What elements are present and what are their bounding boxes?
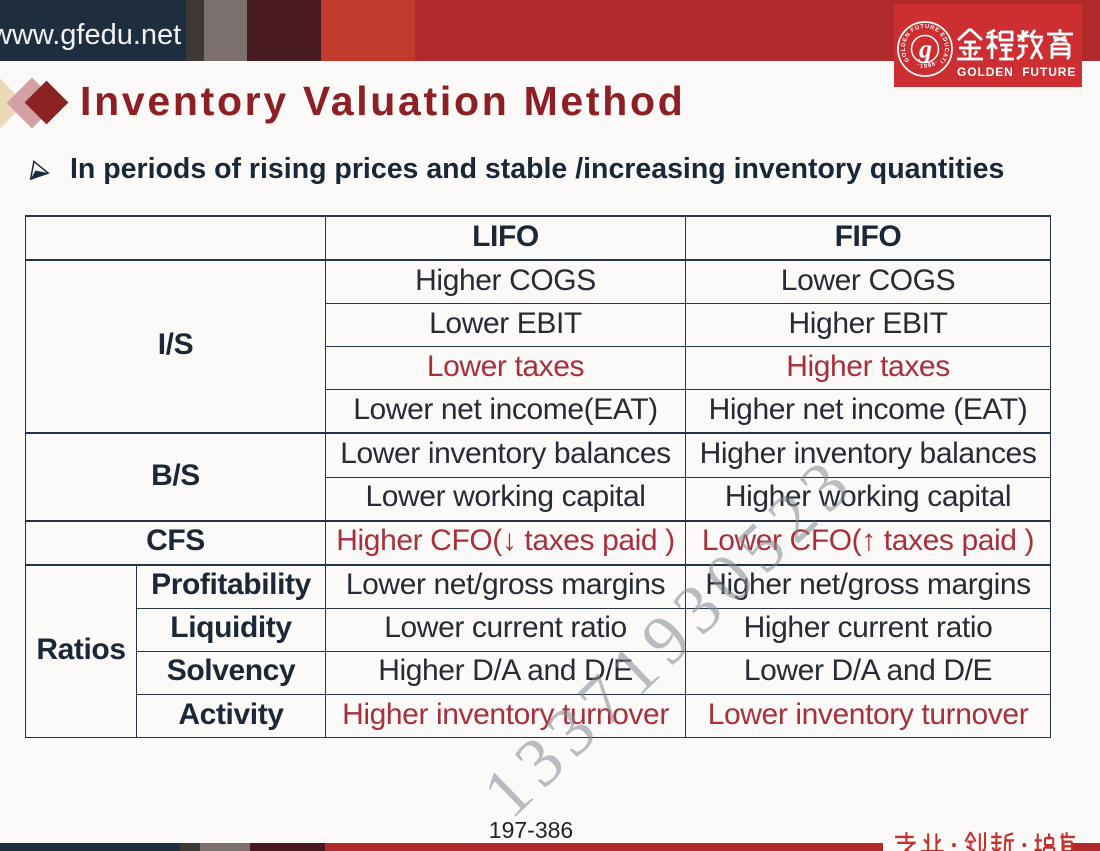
svg-text:·1998·: ·1998· <box>916 59 940 70</box>
svg-text:g: g <box>918 35 932 64</box>
